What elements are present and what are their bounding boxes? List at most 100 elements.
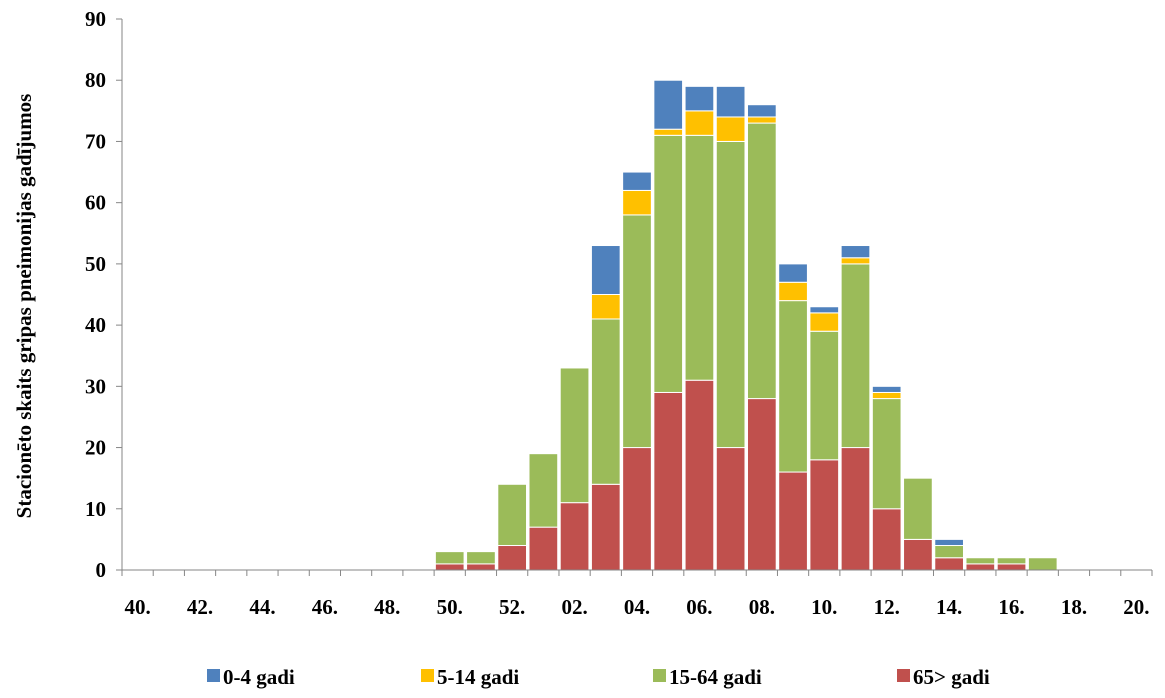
legend-swatch [897, 669, 910, 682]
bar-segment [903, 538, 933, 571]
y-tick-label: 30 [85, 374, 106, 398]
bar-segment [1027, 557, 1058, 571]
x-tick-label: 08. [749, 595, 775, 619]
bar-segment [965, 557, 996, 565]
x-tick-label: 04. [624, 595, 650, 619]
bar-segment [434, 551, 465, 565]
bar-segment [622, 214, 652, 449]
x-tick-label: 06. [686, 595, 712, 619]
y-tick-label: 60 [85, 191, 106, 215]
x-tick-label: 48. [374, 595, 400, 619]
x-tick-label: 10. [811, 595, 837, 619]
bar-segment [996, 563, 1027, 571]
legend-swatch [421, 669, 434, 682]
bar-segment [590, 318, 621, 485]
bar-segment [746, 122, 777, 400]
bar-segment [871, 391, 902, 400]
bar-segment [715, 140, 746, 449]
bar-segment [778, 281, 808, 302]
legend: 0-4 gadi 5-14 gadi 15-64 gadi 65> gadi [207, 665, 990, 689]
bar-segment [871, 508, 902, 571]
bar-segment [684, 134, 715, 381]
x-tick-label: 46. [312, 595, 338, 619]
bar-segment [715, 85, 746, 118]
bar-segment [590, 294, 621, 320]
legend-item: 15-64 gadi [653, 665, 762, 689]
x-tick-label: 14. [936, 595, 962, 619]
bar-segment [466, 551, 496, 565]
bar-segment [622, 447, 652, 571]
bar-segment [965, 563, 996, 571]
bar-segment [934, 538, 964, 547]
bar-segment [840, 263, 871, 449]
bar-segment [715, 447, 746, 571]
bar-segment [903, 477, 933, 540]
bar-segment [996, 557, 1027, 565]
x-tick-label: 44. [249, 595, 275, 619]
y-tick-label: 50 [85, 252, 106, 276]
bar-segment [809, 312, 840, 332]
bar-segment [466, 563, 496, 571]
bar-segment [559, 367, 590, 504]
bar-segment [809, 330, 840, 461]
bar-segment [809, 459, 840, 571]
bars-layer [434, 79, 1058, 571]
y-axis-label: Stacionēto skaits gripas pneimonijas gad… [12, 94, 36, 519]
legend-item: 0-4 gadi [207, 665, 295, 689]
bar-segment [559, 502, 590, 571]
bar-segment [778, 263, 808, 283]
legend-swatch [653, 669, 666, 682]
bar-segment [778, 471, 808, 571]
bar-segment [746, 116, 777, 124]
bar-segment [934, 545, 964, 559]
x-tick-label: 18. [1061, 595, 1087, 619]
y-tick-label: 0 [96, 558, 107, 582]
axes-layer: 0 10 20 30 40 50 60 70 80 90 40. 42. 44. 46. 48. 50. 52.… [85, 7, 1153, 619]
legend-label: 65> gadi [913, 665, 990, 689]
bar-segment [871, 385, 902, 393]
y-tick-label: 20 [85, 436, 106, 460]
bar-segment [746, 104, 777, 118]
bar-segment [653, 79, 684, 130]
bar-segment [684, 379, 715, 571]
bar-segment [497, 483, 528, 547]
bar-segment [871, 398, 902, 510]
bar-segment [528, 526, 559, 571]
x-tick-label: 50. [437, 595, 463, 619]
bar-segment [528, 453, 559, 528]
bar-segment [653, 391, 684, 571]
x-tick-label: 02. [561, 595, 587, 619]
legend-label: 15-64 gadi [669, 665, 762, 689]
y-tick-label: 70 [85, 129, 106, 153]
bar-segment [715, 116, 746, 142]
bar-segment [590, 483, 621, 571]
bar-segment [622, 171, 652, 191]
bar-segment [622, 189, 652, 216]
bar-segment [746, 398, 777, 571]
x-tick-label: 12. [874, 595, 900, 619]
legend-swatch [207, 669, 220, 682]
bar-segment [684, 110, 715, 136]
bar-segment [684, 85, 715, 112]
bar-segment [840, 257, 871, 265]
y-tick-label: 10 [85, 497, 106, 521]
bar-segment [497, 545, 528, 571]
legend-label: 0-4 gadi [223, 665, 295, 689]
x-tick-label: 40. [124, 595, 150, 619]
x-tick-label: 52. [499, 595, 525, 619]
x-tick-label: 16. [998, 595, 1024, 619]
legend-label: 5-14 gadi [437, 665, 519, 689]
y-tick-label: 90 [85, 7, 106, 31]
legend-item: 65> gadi [897, 665, 990, 689]
bar-segment [653, 128, 684, 136]
bar-segment [840, 447, 871, 571]
bar-segment [590, 245, 621, 295]
bar-segment [653, 134, 684, 393]
y-tick-label: 40 [85, 313, 106, 337]
x-tick-label: 42. [187, 595, 213, 619]
bar-segment [809, 306, 840, 314]
x-tick-label: 20. [1123, 595, 1149, 619]
y-tick-label: 80 [85, 68, 106, 92]
bar-segment [778, 300, 808, 473]
